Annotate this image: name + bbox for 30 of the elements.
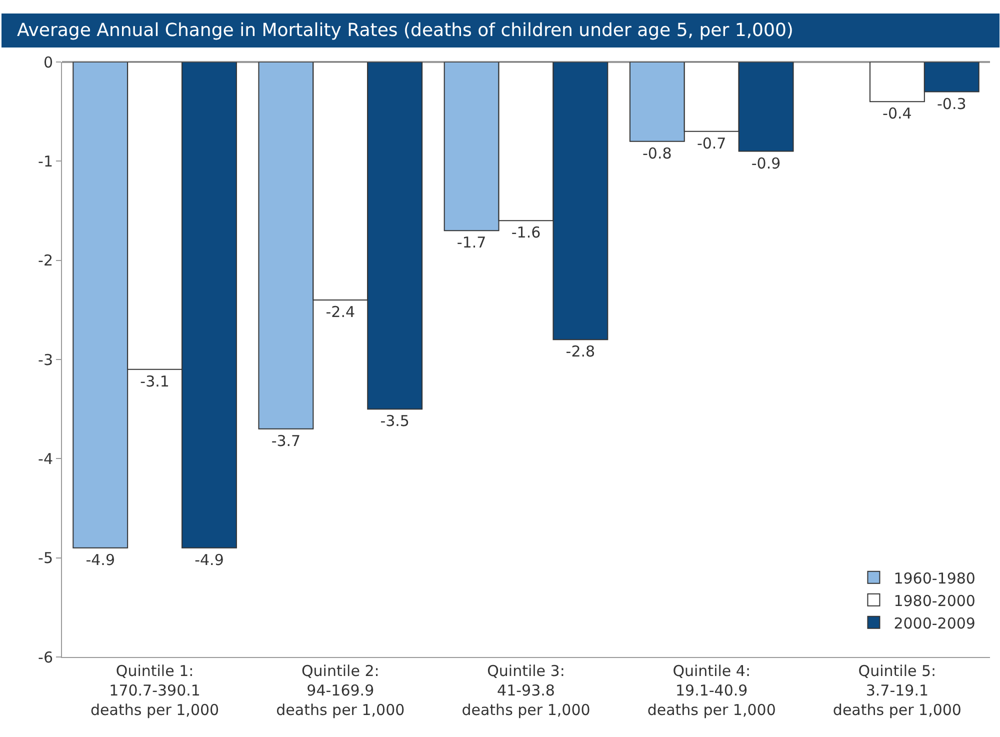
data-label: -1.6 <box>511 224 541 242</box>
data-label: -3.1 <box>140 372 170 390</box>
data-label: -0.4 <box>882 104 912 123</box>
data-label: -3.5 <box>380 412 410 430</box>
y-tick-label: -5 <box>38 549 53 568</box>
data-label: -0.3 <box>937 94 966 113</box>
y-tick-label: -2 <box>38 252 53 270</box>
y-tick-label: -1 <box>38 152 53 170</box>
data-label: -4.9 <box>194 550 224 569</box>
y-tick-label: -4 <box>38 450 53 468</box>
x-tick-label: Quintile 2: 94-169.9 deaths per 1,000 <box>276 662 405 719</box>
data-label: -2.4 <box>326 303 356 321</box>
data-label: -0.8 <box>642 144 672 162</box>
legend-label: 1960-1980 <box>894 569 976 588</box>
data-label: -2.8 <box>566 342 596 361</box>
y-tick-label: -3 <box>38 350 53 369</box>
data-label: -4.9 <box>86 550 115 569</box>
data-label: -1.7 <box>456 234 486 252</box>
x-tick-label: Quintile 1: 170.7-390.1 deaths per 1,000 <box>90 662 220 719</box>
chart-title: Average Annual Change in Mortality Rates (deaths of children under age 5, per 1,000) <box>8 20 794 41</box>
data-label: -0.7 <box>696 134 726 152</box>
x-tick-label: Quintile 3: 41-93.8 deaths per 1,000 <box>462 662 590 719</box>
data-label: -3.7 <box>271 432 301 450</box>
y-tick-label: 0 <box>43 53 53 72</box>
legend-label: 2000-2009 <box>894 614 976 632</box>
legend-label: 1980-2000 <box>894 592 976 610</box>
x-tick-label: Quintile 4: 19.1-40.9 deaths per 1,000 <box>647 662 776 719</box>
data-label: -0.9 <box>751 154 781 172</box>
x-tick-label: Quintile 5: 3.7-19.1 deaths per 1,000 <box>832 662 962 719</box>
y-tick-label: -6 <box>38 648 53 666</box>
